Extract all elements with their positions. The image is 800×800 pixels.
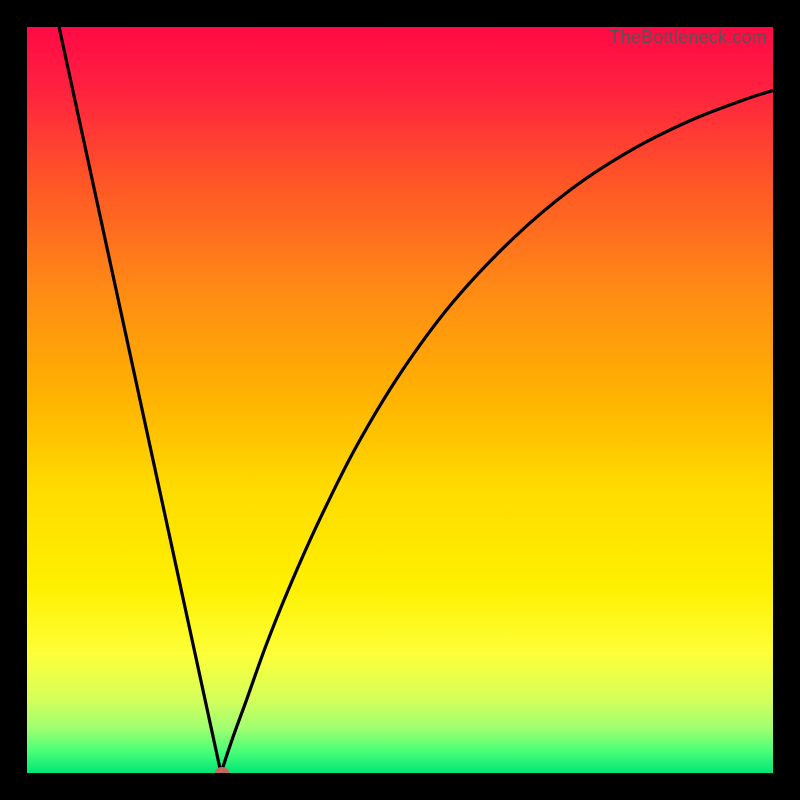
- outer-frame: [0, 0, 800, 800]
